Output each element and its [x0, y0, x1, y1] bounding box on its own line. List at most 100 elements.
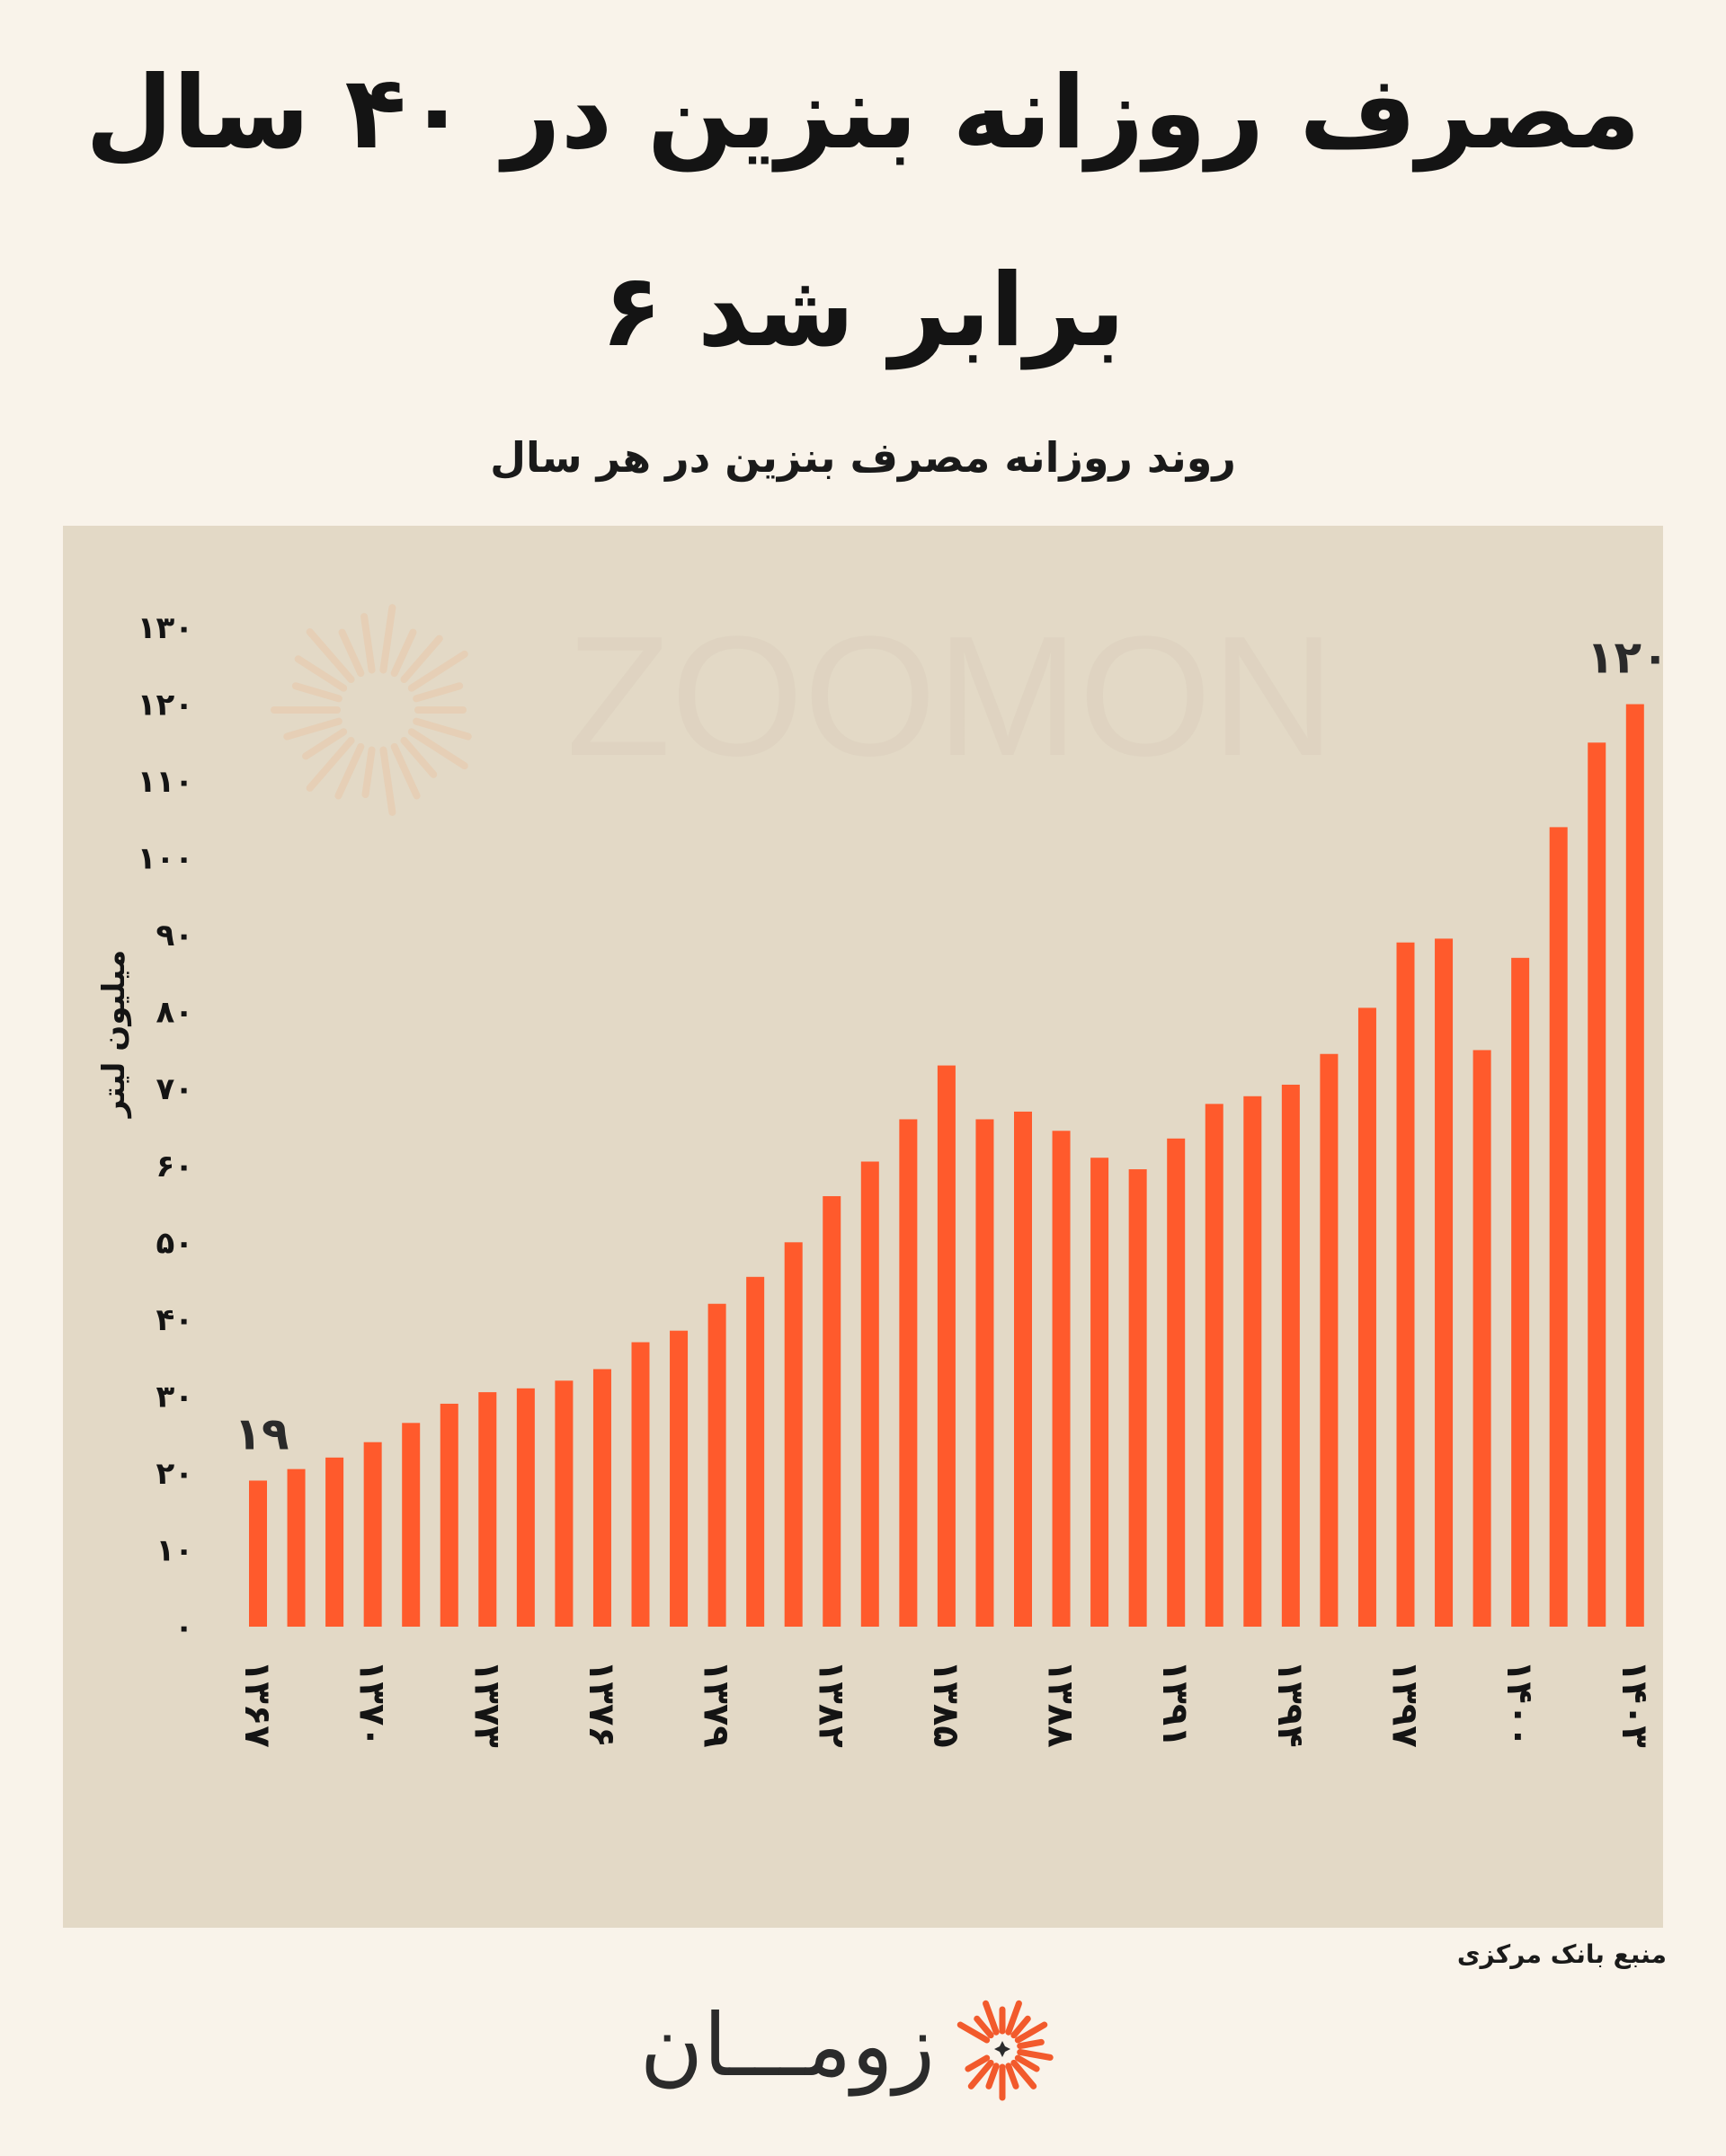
- bar: [1472, 1050, 1491, 1627]
- bar: [402, 1423, 421, 1627]
- y-tick-label: ۱۱۰: [138, 764, 193, 800]
- y-tick-label: ۱۰۰: [138, 841, 193, 877]
- logo-ray: [1017, 2048, 1054, 2061]
- bar: [363, 1442, 382, 1627]
- bar: [1588, 742, 1606, 1627]
- logo-ray: [985, 2063, 1000, 2089]
- y-axis-label: میلیون لیتر: [96, 950, 132, 1120]
- bar: [860, 1161, 879, 1627]
- bars-group: [249, 704, 1644, 1627]
- y-tick-label: ۳۰: [156, 1379, 193, 1415]
- bar: [325, 1457, 344, 1627]
- y-tick-label: ۱۲۰: [138, 688, 193, 723]
- bar: [478, 1392, 497, 1627]
- source-note: منبع بانک مرکزی: [1456, 1939, 1667, 1969]
- logo-ray: [974, 2015, 994, 2039]
- bar: [1090, 1158, 1109, 1627]
- watermark-ray: [413, 717, 472, 741]
- x-tick-label: ۱۳۹۱: [1154, 1660, 1196, 1748]
- x-tick-label: ۱۳۹۴: [1269, 1660, 1311, 1748]
- bar: [1396, 942, 1415, 1627]
- data-label: ۱۲۰: [1587, 632, 1663, 684]
- bar: [746, 1276, 765, 1627]
- bar: [670, 1330, 689, 1627]
- sunburst-logo-icon: [956, 2000, 1054, 2101]
- watermark-ray: [338, 628, 365, 678]
- x-tick-label: ۱۳۷۰: [351, 1660, 393, 1748]
- bar: [287, 1468, 306, 1627]
- watermark-text: ZOOMON: [566, 601, 1335, 792]
- bar: [1014, 1111, 1032, 1627]
- logo-ray: [1010, 2059, 1037, 2089]
- x-tick-label: ۱۳۷۳: [466, 1660, 507, 1748]
- watermark: ZOOMON: [271, 601, 1335, 816]
- bar: [1435, 938, 1454, 1627]
- bar: [1281, 1084, 1300, 1627]
- x-tick-label: ۱۳۷۹: [696, 1660, 737, 1748]
- logo-ray: [1010, 2015, 1031, 2039]
- y-tick-label: ۴۰: [156, 1302, 193, 1338]
- y-tick-label: ۵۰: [156, 1225, 193, 1261]
- watermark-ray: [294, 655, 348, 692]
- logo-ray: [1014, 2021, 1048, 2044]
- bar: [440, 1403, 458, 1627]
- logo-ray: [1017, 2038, 1045, 2050]
- bar: [1357, 1007, 1376, 1627]
- bar: [249, 1480, 267, 1627]
- chart-panel: ZOOMON ۰ ۱۰ ۲۰ ۳۰ ۴۰ ۵۰ ۶۰ ۷۰ ۸۰ ۹۰ ۱۰۰ ۱۱۰ ۱۲۰ ۱۳۰ م…: [63, 526, 1663, 1928]
- watermark-ray: [379, 746, 396, 816]
- page-title-line-2: ۶ برابر شد: [601, 253, 1125, 369]
- bar: [1052, 1131, 1071, 1627]
- y-tick-label: ۰: [174, 1610, 193, 1646]
- logo-ray: [956, 2021, 991, 2044]
- watermark-ray: [361, 746, 376, 799]
- watermark-ray: [400, 634, 443, 683]
- bar: [555, 1380, 574, 1627]
- logo-ray: [1005, 2063, 1019, 2089]
- y-tick-label: ۱۰: [156, 1532, 193, 1568]
- watermark-ray: [283, 717, 343, 741]
- watermark-ray: [306, 737, 355, 792]
- y-tick-label: ۲۰: [156, 1456, 193, 1492]
- logo-ray: [983, 2000, 1000, 2036]
- x-tick-label: ۱۳۶۷: [236, 1660, 278, 1748]
- chart-title: روند روزانه مصرف بنزین در هر سال: [490, 433, 1236, 482]
- logo-ray: [1014, 2054, 1040, 2072]
- y-axis: ۰ ۱۰ ۲۰ ۳۰ ۴۰ ۵۰ ۶۰ ۷۰ ۸۰ ۹۰ ۱۰۰ ۱۱۰ ۱۲۰ ۱۳۰: [138, 610, 193, 1646]
- watermark-ray: [390, 628, 417, 678]
- watermark-ray: [413, 682, 464, 703]
- x-tick-label: ۱۳۷۶: [581, 1660, 622, 1748]
- logo-ray: [965, 2054, 991, 2072]
- watermark-ray: [407, 650, 468, 692]
- logo-text: زومـــان: [639, 1995, 935, 2096]
- y-tick-label: ۱۳۰: [138, 610, 193, 646]
- bar: [631, 1342, 650, 1627]
- bar: [1625, 704, 1644, 1627]
- logo-ray: [967, 2059, 994, 2089]
- bar: [592, 1369, 611, 1627]
- logo-ray: [1005, 2000, 1022, 2036]
- x-tick-label: ۱۳۹۷: [1384, 1660, 1426, 1748]
- x-tick-label: ۱۳۸۸: [1040, 1660, 1081, 1748]
- watermark-ray: [360, 613, 376, 674]
- x-axis: ۱۳۶۷ ۱۳۷۰ ۱۳۷۳ ۱۳۷۶ ۱۳۷۹ ۱۳۸۲ ۱۳۸۵ ۱۳۸۸ ۱۳۹۱ ۱۳۹۴…: [236, 1660, 1655, 1748]
- bar: [975, 1119, 994, 1627]
- bar-chart: ZOOMON ۰ ۱۰ ۲۰ ۳۰ ۴۰ ۵۰ ۶۰ ۷۰ ۸۰ ۹۰ ۱۰۰ ۱۱۰ ۱۲۰ ۱۳۰ م…: [96, 601, 1663, 1748]
- bar: [707, 1303, 726, 1627]
- logo: زومـــان: [639, 1991, 1061, 2107]
- bar: [1320, 1053, 1339, 1627]
- x-tick-label: ۱۴۰۰: [1499, 1660, 1540, 1748]
- watermark-ray: [334, 742, 365, 800]
- bar: [1205, 1104, 1223, 1627]
- logo-star: [994, 2041, 1010, 2057]
- watermark-ray: [306, 628, 355, 683]
- data-label: ۱۹: [234, 1407, 289, 1460]
- watermark-ray: [407, 728, 468, 770]
- bar: [899, 1119, 918, 1627]
- y-tick-label: ۹۰: [156, 918, 193, 954]
- bar: [823, 1195, 841, 1627]
- watermark-ray: [400, 737, 438, 778]
- bar: [1167, 1138, 1186, 1627]
- x-tick-label: ۱۳۸۵: [925, 1660, 966, 1748]
- y-tick-label: ۸۰: [156, 995, 193, 1031]
